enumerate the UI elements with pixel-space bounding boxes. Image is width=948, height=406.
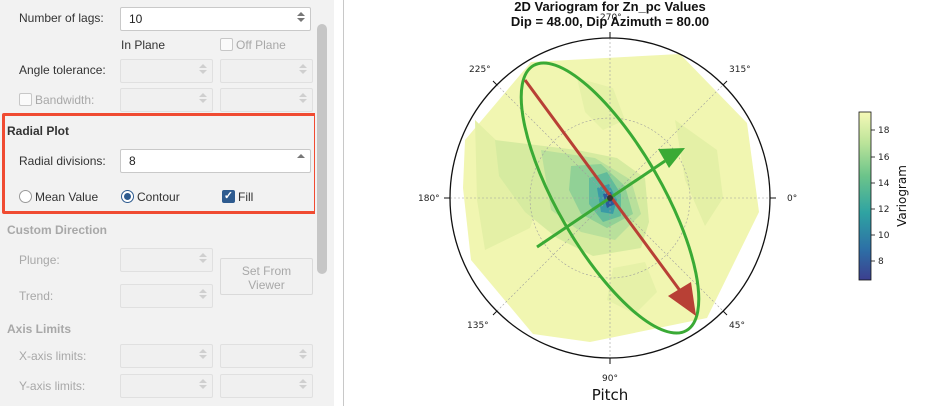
- set-from-viewer-button[interactable]: Set From Viewer: [220, 258, 313, 295]
- angle-tolerance-off-plane-input[interactable]: [220, 59, 313, 83]
- variogram-chart: 0° 45° 90° 135° 180° 225° 270° 315° 2D V…: [418, 0, 909, 404]
- x-axis-max-input[interactable]: [220, 344, 313, 368]
- colorbar-tick-16: 16: [878, 153, 890, 163]
- colorbar-tick-18: 18: [878, 126, 890, 136]
- minor-axis-arrowhead: [658, 148, 685, 168]
- bandwidth-label: Bandwidth:: [35, 93, 95, 107]
- colorbar: [858, 111, 872, 281]
- radial-plot-highlight-box: [2, 113, 317, 214]
- anisotropy-ellipse: [519, 61, 701, 335]
- fill-label: Fill: [238, 190, 254, 204]
- colorbar-ticks: [871, 129, 875, 262]
- bandwidth-in-plane-input[interactable]: [120, 88, 213, 112]
- colorbar-tick-14: 14: [878, 179, 890, 189]
- in-plane-header: In Plane: [121, 38, 166, 52]
- angle-label-0: 0°: [787, 194, 797, 204]
- angle-label-315: 315°: [729, 65, 751, 75]
- trend-label: Trend:: [19, 289, 54, 303]
- colorbar-tick-8: 8: [878, 257, 884, 267]
- axis-limits-section-title: Axis Limits: [7, 322, 72, 336]
- radial-plot-section-title: Radial Plot: [7, 124, 70, 138]
- number-of-lags-input[interactable]: 10: [120, 7, 311, 31]
- y-axis-limits-label: Y-axis limits:: [19, 379, 86, 393]
- custom-direction-section-title: Custom Direction: [7, 223, 108, 237]
- settings-scrollbar[interactable]: [315, 0, 329, 406]
- angle-tolerance-in-plane-input[interactable]: [120, 59, 213, 83]
- plunge-label: Plunge:: [19, 253, 60, 267]
- mean-value-label: Mean Value: [35, 190, 99, 204]
- major-axis-arrow-line: [523, 79, 683, 293]
- mean-value-radio[interactable]: [19, 190, 32, 203]
- y-axis-min-input[interactable]: [120, 374, 213, 398]
- set-from-viewer-line2: Viewer: [248, 278, 285, 292]
- number-of-lags-label: Number of lags:: [19, 11, 104, 25]
- chart-title-line2: Dip = 48.00, Dip Azimuth = 80.00: [511, 14, 709, 29]
- number-of-lags-value: 10: [129, 12, 143, 26]
- chart-title-line1: 2D Variogram for Zn_pc Values: [514, 0, 705, 14]
- x-axis-label: Pitch: [592, 386, 629, 404]
- x-axis-limits-label: X-axis limits:: [19, 349, 87, 363]
- angle-label-225: 225°: [469, 65, 491, 75]
- minor-axis-arrow-line: [536, 159, 666, 249]
- center-point: [607, 195, 613, 201]
- contour-radio[interactable]: [121, 190, 134, 203]
- angle-label-135: 135°: [467, 321, 489, 331]
- radial-divisions-dropdown[interactable]: [296, 152, 306, 170]
- angle-label-180: 180°: [418, 194, 440, 204]
- number-of-lags-spinner[interactable]: [296, 10, 306, 28]
- radial-divisions-label: Radial divisions:: [19, 154, 106, 168]
- major-axis-arrowhead: [668, 282, 696, 316]
- contour-level-18-east: [675, 120, 723, 226]
- angle-label-270: 270°: [600, 13, 622, 23]
- angle-label-45: 45°: [729, 321, 745, 331]
- radial-divisions-input[interactable]: 8: [120, 149, 311, 173]
- settings-panel: Number of lags: 10 In Plane Off Plane An…: [0, 0, 334, 406]
- off-plane-label: Off Plane: [236, 38, 286, 52]
- radial-divisions-value: 8: [129, 154, 136, 168]
- contour-level-18-north: [577, 78, 625, 130]
- scrollbar-thumb[interactable]: [317, 24, 327, 274]
- trend-input[interactable]: [120, 284, 213, 308]
- colorbar-tick-12: 12: [878, 205, 889, 215]
- plunge-input[interactable]: [120, 248, 213, 272]
- theta-ticks: [444, 32, 776, 364]
- contour-label: Contour: [137, 190, 180, 204]
- bandwidth-off-plane-input[interactable]: [220, 88, 313, 112]
- angle-label-90: 90°: [602, 374, 618, 384]
- x-axis-min-input[interactable]: [120, 344, 213, 368]
- bandwidth-checkbox[interactable]: [19, 93, 32, 106]
- colorbar-label: Variogram: [895, 165, 909, 227]
- contour-level-18-south: [607, 262, 657, 314]
- colorbar-tick-10: 10: [878, 231, 890, 241]
- panel-divider: [343, 0, 344, 406]
- fill-checkbox[interactable]: ✓: [222, 190, 235, 203]
- angle-tolerance-label: Angle tolerance:: [19, 63, 106, 77]
- y-axis-max-input[interactable]: [220, 374, 313, 398]
- off-plane-checkbox[interactable]: [220, 38, 233, 51]
- set-from-viewer-line1: Set From: [241, 264, 292, 278]
